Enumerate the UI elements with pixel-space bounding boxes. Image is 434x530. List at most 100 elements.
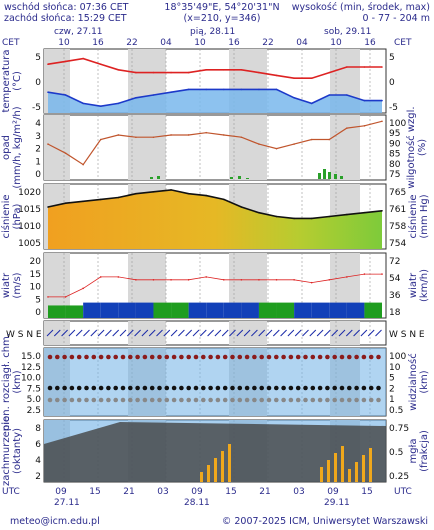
cloud-base-dot (215, 385, 221, 391)
precip-bar (328, 172, 331, 179)
axis-tick-label: 5 (35, 53, 41, 63)
fog-bar (369, 448, 372, 482)
axis-tick-label: 5 (389, 53, 395, 63)
wind-speed-bar (65, 305, 84, 318)
wind-speed-bar (206, 302, 224, 318)
cloud-base-dot (55, 385, 60, 391)
pressure-line (47, 189, 383, 220)
cloud-base-dot (244, 385, 250, 391)
cloud-base-dot (69, 385, 75, 391)
cloud-top-dot (55, 354, 60, 360)
pressure-line-point (310, 217, 313, 220)
cloud-top-dot (69, 354, 75, 360)
temperature-max-line-point (99, 63, 102, 65)
cloud-top-dot (98, 354, 104, 360)
wind-arrow (229, 329, 236, 337)
top-date-3: sob, 29.11 (324, 27, 371, 37)
axis-tick-label: 8 (35, 424, 41, 434)
night-band (128, 321, 166, 345)
top-hour-label: 04 (160, 38, 172, 48)
axis-tick-label: 0 (389, 78, 395, 88)
cloud-top-dot (230, 354, 235, 360)
wind-arrow (302, 329, 309, 337)
precip-bar (340, 176, 343, 179)
wind-gust-line (48, 273, 382, 298)
cloud-low-dot (120, 397, 126, 403)
cloud-cover-area (44, 422, 386, 482)
temperature-max-line-point (346, 66, 348, 68)
temperature-min-line-point (258, 88, 260, 91)
wind-arrow (90, 329, 98, 337)
axis-tick-label: 765 (389, 188, 406, 198)
top-hour-label: 04 (296, 38, 308, 48)
cloud-low-dot (222, 397, 228, 403)
bottom-hour-label: 21 (259, 487, 270, 497)
axis-tick-label: 758 (389, 222, 406, 232)
wind-arrow (294, 329, 302, 337)
cloud-base-dot (142, 385, 148, 391)
cloud-base-dot (91, 385, 97, 391)
cloud-low-dot (252, 397, 257, 403)
tz-bottom-right: UTC (394, 487, 412, 497)
wind-arrow (112, 329, 120, 337)
pressure-line-point (346, 213, 348, 216)
wind-speed-bar (364, 302, 382, 318)
cloud-low-dot (347, 397, 352, 403)
temperature-min-line-point (328, 94, 331, 96)
cloud-low-dot (128, 397, 133, 403)
wind-arrow (316, 329, 324, 337)
axis-tick-label: 1010 (18, 222, 41, 232)
bottom-hour-label: 15 (225, 487, 236, 497)
pressure-line-point (82, 200, 84, 203)
wind-arrow (243, 329, 251, 337)
temperature-max-line-point (187, 71, 190, 74)
cloud-top-dot (317, 354, 323, 360)
cloud-base-dot (171, 385, 177, 391)
precip-bar (157, 176, 160, 179)
wind-gust-line-point (275, 279, 278, 281)
wind-speed-bar (83, 302, 101, 318)
pressure-line-point (381, 210, 383, 212)
footer-email[interactable]: meteo@icm.edu.pl (10, 516, 100, 527)
wind-arrow (53, 329, 61, 337)
night-band (44, 115, 70, 180)
axis-tick-label: 80 (389, 160, 401, 170)
cloud-base-dot (237, 385, 243, 391)
cloud-low-dot (361, 397, 367, 403)
wind-arrow (163, 329, 171, 337)
humidity-line-point (117, 134, 120, 136)
pressure-line-point (222, 198, 225, 201)
cloud-base-dot (266, 385, 272, 391)
temperature-cold-area (48, 89, 382, 113)
precip-bar (238, 176, 241, 179)
temperature-min-line-point (117, 102, 120, 105)
night-band (229, 321, 267, 345)
wind-arrow (46, 329, 54, 337)
axis-tick-label: 1 (35, 157, 41, 167)
wind-arrow (156, 329, 163, 337)
wind-arrow (280, 329, 287, 337)
axis-tick-label: 1015 (18, 205, 41, 215)
temperature-max-line-point (205, 69, 208, 71)
axis-tick-label: 10.0 (21, 374, 41, 384)
pressure-line-point (152, 191, 155, 193)
axis-tick-label: 54 (389, 274, 401, 284)
cloud-low-dot (244, 397, 250, 403)
axis-tick-label: 2.5 (27, 406, 41, 416)
cloud-base-dot (230, 385, 235, 391)
fog-bar (207, 465, 210, 482)
axis-tick-label: 85 (389, 150, 400, 160)
cloud-base-dot (354, 385, 359, 391)
temperature-min-line-point (82, 102, 84, 105)
cloud-base-dot (62, 385, 67, 391)
axis-tick-label: 5 (389, 374, 395, 384)
cloud-low-dot (295, 397, 301, 403)
humidity-line-point (99, 138, 102, 141)
precip-bar (334, 174, 337, 179)
fog-axis-title: mgła (408, 438, 419, 463)
wind-arrow (126, 329, 134, 337)
temperature-max-line-point (222, 69, 225, 71)
axis-tick-label: 75 (389, 170, 400, 180)
temperature-min-line-point (47, 91, 49, 93)
